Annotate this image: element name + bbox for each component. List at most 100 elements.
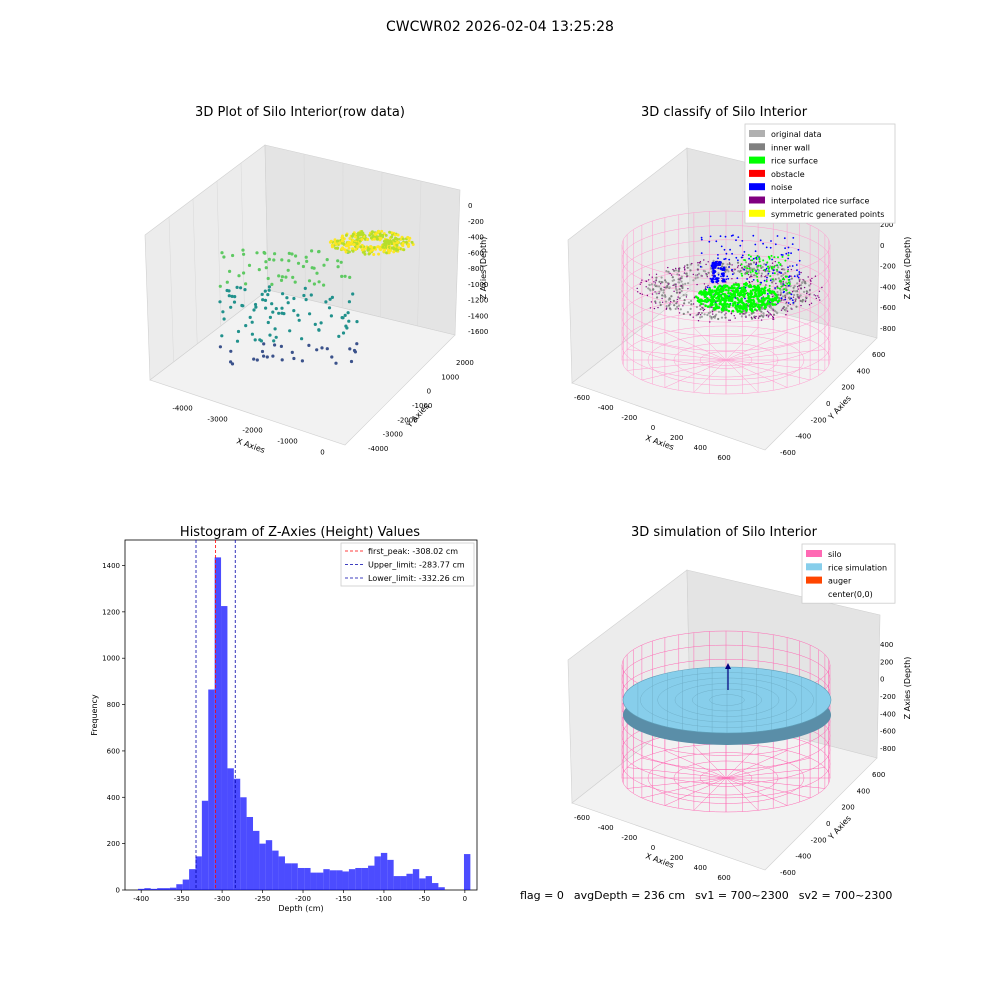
panel2-point [728, 263, 731, 266]
panel1-point [285, 296, 289, 300]
panel2-point [726, 275, 729, 278]
panel1-point [292, 296, 296, 301]
panel2-point [765, 297, 768, 300]
panel1-point [293, 280, 297, 284]
panel2-point [693, 297, 696, 299]
panel2-point [639, 283, 641, 285]
panel2-point [655, 279, 657, 281]
panel2-point [678, 274, 680, 276]
panel1-point [265, 355, 269, 359]
histogram-bar [310, 872, 317, 890]
panel1-point [247, 263, 252, 267]
panel2-point [790, 252, 792, 255]
panel2-point [672, 284, 674, 287]
panel2-point [776, 273, 779, 276]
panel2-point [759, 315, 761, 318]
panel2-point [790, 293, 793, 296]
panel2-point [727, 286, 731, 290]
panel2-point [663, 295, 666, 298]
legend-label: Lower_limit: -332.26 cm [368, 574, 465, 583]
panel2-point [762, 242, 764, 245]
panel2-point [696, 276, 699, 279]
panel2-point [732, 292, 736, 295]
panel2-point [760, 281, 763, 284]
panel2-point [761, 291, 764, 295]
panel2-point [761, 265, 764, 269]
legend-swatch [749, 156, 765, 164]
legend-swatch [749, 143, 765, 151]
panel2-point [764, 276, 766, 278]
panel1-x-tick: 0 [320, 449, 324, 457]
panel2-point [770, 314, 772, 316]
panel2-point [791, 299, 794, 302]
histogram-y-tick: 600 [107, 747, 120, 755]
panel1-point [266, 276, 270, 281]
panel2-point [757, 290, 761, 293]
panel2-point [692, 316, 694, 318]
panel2-point [791, 291, 794, 293]
panel2-point [753, 285, 756, 289]
panel2-point [697, 264, 700, 267]
panel2-point [748, 263, 750, 265]
panel1-z-tick: -600 [468, 249, 484, 257]
status-line: flag = 0 avgDepth = 236 cm sv1 = 700~2300 s… [520, 889, 902, 902]
panel2-point [655, 273, 658, 275]
histogram-bar [380, 852, 388, 890]
panel1-point [396, 248, 399, 252]
histogram-bar [463, 854, 471, 890]
histogram-bar [336, 870, 343, 890]
panel2-point [795, 264, 798, 266]
panel2-point [762, 259, 765, 262]
panel1-point [371, 235, 375, 238]
panel1-point [260, 292, 264, 296]
panel2-point [711, 300, 715, 304]
panel2-point [699, 290, 703, 293]
panel2-point [685, 293, 688, 297]
panel1-point [336, 265, 340, 269]
panel2-point [702, 303, 705, 306]
panel2-point [737, 270, 740, 273]
panel2-point [709, 291, 713, 294]
panel2-point [680, 290, 683, 293]
panel2-point [757, 305, 761, 309]
panel1-point [336, 259, 340, 263]
histogram-bar [425, 876, 433, 890]
panel2-point [668, 297, 671, 300]
panel2-point [739, 293, 742, 297]
p2-x-tick: 400 [694, 444, 707, 452]
panel2-point [748, 266, 750, 268]
panel2-point [749, 289, 752, 292]
panel2-point [720, 311, 723, 314]
panel2-point [797, 276, 800, 279]
panel2-point [742, 288, 745, 291]
panel1-point [351, 292, 355, 296]
panel2-point [727, 305, 731, 308]
panel1-point [329, 239, 333, 243]
panel2-point [699, 261, 702, 263]
panel1-point [288, 329, 292, 333]
panel2-point [720, 275, 722, 278]
histogram-bar [150, 888, 158, 890]
panel2-point [772, 309, 774, 311]
panel2-point [765, 264, 767, 266]
panel1-point [233, 295, 237, 299]
panel2-point [661, 294, 664, 297]
p2-z-tick: -400 [880, 283, 896, 291]
panel2-point [751, 288, 754, 291]
panel1-point [339, 260, 343, 264]
panel2-point [790, 277, 793, 280]
panel2-point [803, 286, 806, 289]
panel2-point [767, 311, 770, 313]
p4-y-tick: 0 [826, 820, 830, 828]
panel2-point [779, 263, 782, 266]
panel2-point [689, 269, 692, 272]
p4-y-tick: -600 [780, 869, 796, 877]
panel2-point [705, 300, 708, 304]
panel2-point [731, 252, 733, 255]
panel1-point [308, 312, 312, 316]
panel2-point [700, 302, 703, 306]
panel2-point [742, 293, 745, 296]
panel1-point [255, 251, 259, 255]
panel2-point [711, 306, 713, 309]
panel2-point [731, 309, 735, 313]
